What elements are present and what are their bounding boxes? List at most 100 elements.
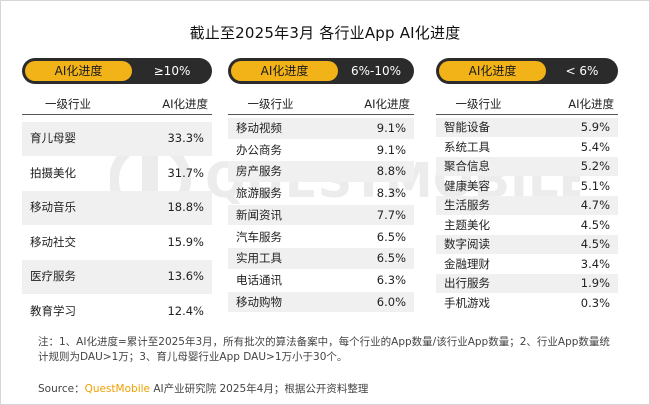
- industry-cell: 系统工具: [444, 139, 490, 154]
- header-divider: [228, 114, 414, 115]
- progress-cell: 18.8%: [167, 200, 204, 214]
- table-row: 移动音乐 18.8%: [22, 191, 212, 225]
- progress-cell: 4.7%: [580, 198, 610, 212]
- table-row: 房产服务 8.8%: [228, 161, 414, 183]
- header-industry: 一级行业: [247, 97, 294, 111]
- table-row: 健康美容 5.1%: [436, 177, 618, 196]
- range-label: < 6%: [565, 64, 599, 78]
- industry-cell: 金融理财: [444, 256, 490, 271]
- progress-cell: 9.1%: [376, 142, 406, 157]
- table-header: 一级行业 AI化进度: [228, 96, 414, 116]
- industry-cell: 移动视频: [236, 121, 282, 135]
- header-divider: [436, 114, 618, 115]
- progress-cell: 8.8%: [376, 164, 406, 179]
- header-industry: 一级行业: [45, 97, 91, 111]
- progress-cell: 15.9%: [167, 234, 204, 249]
- progress-cell: 5.1%: [580, 178, 610, 193]
- industry-cell: 移动购物: [236, 294, 282, 309]
- industry-cell: 出行服务: [444, 276, 490, 290]
- industry-cell: 手机游戏: [444, 295, 490, 310]
- footnote-line-1: 注：1、AI化进度=累计至2025年3月，所有批次的算法备案中，每个行业的App…: [38, 336, 610, 348]
- table-row: 系统工具 5.4%: [436, 138, 618, 157]
- progress-cell: 9.1%: [376, 121, 406, 135]
- progress-cell: 7.7%: [376, 207, 406, 222]
- table-row: 办公商务 9.1%: [228, 140, 414, 161]
- footnote-line-2: 计规则为DAU>1万；3、育儿母婴行业App DAU>1万小于30个。: [38, 351, 348, 363]
- industry-cell: 旅游服务: [236, 186, 282, 201]
- table-row: 教育学习 12.4%: [22, 295, 212, 329]
- source-line: Source：QuestMobile AI产业研究院 2025年4月；根据公开资…: [38, 381, 368, 396]
- industry-cell: 智能设备: [444, 120, 490, 134]
- table-panel-2: AI化进度 6%-10% 一级行业 AI化进度移动视频 9.1% 办公商务 9.1% 房产服务…: [228, 58, 414, 328]
- progress-cell: 31.7%: [167, 165, 204, 180]
- pill-label: AI化进度: [439, 61, 546, 81]
- table-row: 汽车服务 6.5%: [228, 227, 414, 248]
- progress-cell: 6.0%: [376, 294, 406, 309]
- table-row: 电话通讯 6.3%: [228, 270, 414, 291]
- table-row: 旅游服务 8.3%: [228, 183, 414, 204]
- progress-cell: 6.3%: [376, 272, 406, 287]
- progress-cell: 4.5%: [580, 237, 610, 251]
- industry-cell: 汽车服务: [236, 229, 282, 244]
- range-pill: AI化进度 6%-10%: [228, 58, 414, 84]
- industry-cell: 移动社交: [30, 234, 76, 249]
- industry-cell: 数字阅读: [444, 237, 490, 251]
- header-divider: [22, 114, 212, 115]
- progress-cell: 5.9%: [580, 120, 610, 134]
- progress-cell: 12.4%: [167, 303, 204, 318]
- progress-cell: 6.5%: [376, 229, 406, 244]
- table-row: 育儿母婴 33.3%: [22, 122, 212, 156]
- table-row: 金融理财 3.4%: [436, 255, 618, 274]
- progress-cell: 6.5%: [376, 251, 406, 266]
- industry-cell: 生活服务: [444, 198, 490, 212]
- industry-cell: 健康美容: [444, 178, 490, 193]
- progress-cell: 13.6%: [167, 269, 204, 283]
- header-progress: AI化进度: [568, 97, 614, 111]
- progress-cell: 5.4%: [580, 139, 610, 154]
- table-row: 拍摄美化 31.7%: [22, 157, 212, 191]
- table-row: 生活服务 4.7%: [436, 196, 618, 215]
- progress-cell: 1.9%: [580, 276, 610, 290]
- table-header: 一级行业 AI化进度: [22, 96, 212, 116]
- chart-title: 截止至2025年3月 各行业App AI化进度: [189, 24, 461, 42]
- industry-cell: 办公商务: [236, 142, 282, 157]
- table-row: 聚合信息 5.2%: [436, 157, 618, 176]
- table-row: 手机游戏 0.3%: [436, 294, 618, 313]
- progress-cell: 3.4%: [580, 256, 610, 271]
- progress-cell: 0.3%: [580, 295, 610, 310]
- industry-cell: 教育学习: [30, 303, 76, 318]
- industry-cell: 电话通讯: [236, 272, 282, 287]
- table-row: 移动社交 15.9%: [22, 226, 212, 260]
- industry-cell: 医疗服务: [30, 269, 76, 283]
- table-row: 移动视频 9.1%: [228, 118, 414, 139]
- table-row: 出行服务 1.9%: [436, 274, 618, 293]
- industry-cell: 实用工具: [236, 251, 282, 266]
- table-row: 新闻资讯 7.7%: [228, 204, 414, 226]
- table-row: 智能设备 5.9%: [436, 118, 618, 137]
- industry-cell: 拍摄美化: [30, 165, 76, 180]
- table-header: 一级行业 AI化进度: [436, 96, 618, 116]
- table-row: 实用工具 6.5%: [228, 248, 414, 269]
- range-label: 6%-10%: [350, 64, 402, 78]
- table-row: 医疗服务 13.6%: [22, 260, 212, 294]
- table-row: 移动购物 6.0%: [228, 291, 414, 313]
- industry-cell: 房产服务: [236, 164, 282, 179]
- header-progress: AI化进度: [162, 97, 208, 111]
- progress-cell: 33.3%: [167, 131, 204, 145]
- table-panel-1: AI化进度 ≥10% 一级行业 AI化进度 育儿母婴 33.3% 拍摄美化 31.7% 移动音乐…: [22, 58, 212, 328]
- industry-cell: 主题美化: [444, 217, 490, 232]
- footnote: 注：1、AI化进度=累计至2025年3月，所有批次的算法备案中，每个行业的App…: [38, 335, 623, 365]
- source-brand: QuestMobile: [84, 383, 150, 395]
- industry-cell: 聚合信息: [444, 159, 490, 173]
- table-panel-3: AI化进度 < 6% 一级行业 AI化进度智能设备 5.9% 系统工具 5.4% 聚合信息 5.…: [436, 58, 618, 328]
- progress-cell: 4.5%: [580, 217, 610, 232]
- industry-cell: 新闻资讯: [236, 207, 282, 222]
- progress-cell: 5.2%: [580, 159, 610, 173]
- industry-cell: 育儿母婴: [30, 131, 76, 145]
- table-row: 主题美化 4.5%: [436, 216, 618, 235]
- pill-label: AI化进度: [25, 61, 132, 81]
- source-prefix: Source：: [38, 383, 85, 395]
- header-progress: AI化进度: [364, 97, 410, 111]
- industry-cell: 移动音乐: [30, 200, 76, 214]
- pill-label: AI化进度: [231, 61, 338, 81]
